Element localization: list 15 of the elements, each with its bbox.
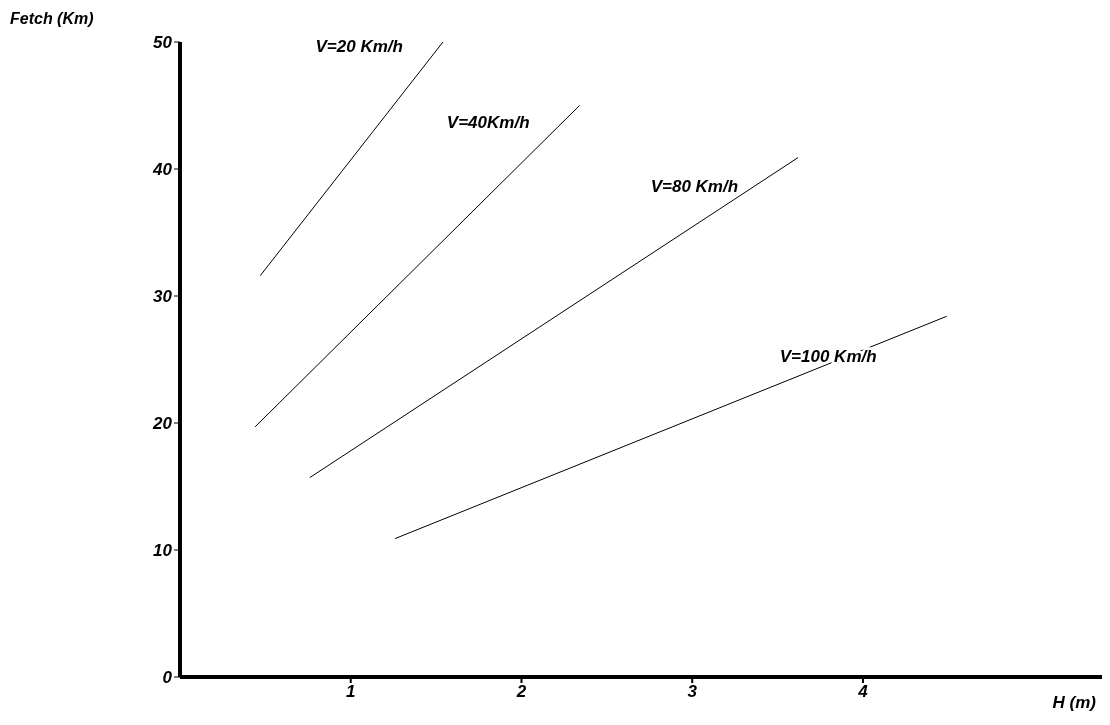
x-axis-title: H (m): [1052, 693, 1096, 713]
y-tick-label: 50: [153, 33, 173, 53]
y-tick-label: 40: [152, 160, 173, 180]
series-label: V=40Km/h: [446, 112, 530, 132]
y-tick-label: 0: [162, 668, 173, 688]
x-tick-label: 3: [687, 682, 698, 702]
x-tick-label: 1: [346, 682, 356, 702]
x-tick-label: 4: [857, 682, 869, 702]
y-tick-label: 10: [153, 541, 173, 561]
y-tick-label: 20: [152, 414, 173, 434]
x-tick-label: 2: [515, 682, 527, 702]
y-axis-title: Fetch (Km): [10, 10, 94, 28]
y-tick-label: 30: [153, 287, 173, 307]
series-label: V=80 Km/h: [650, 176, 739, 196]
series-label: V=20 Km/h: [315, 37, 403, 56]
